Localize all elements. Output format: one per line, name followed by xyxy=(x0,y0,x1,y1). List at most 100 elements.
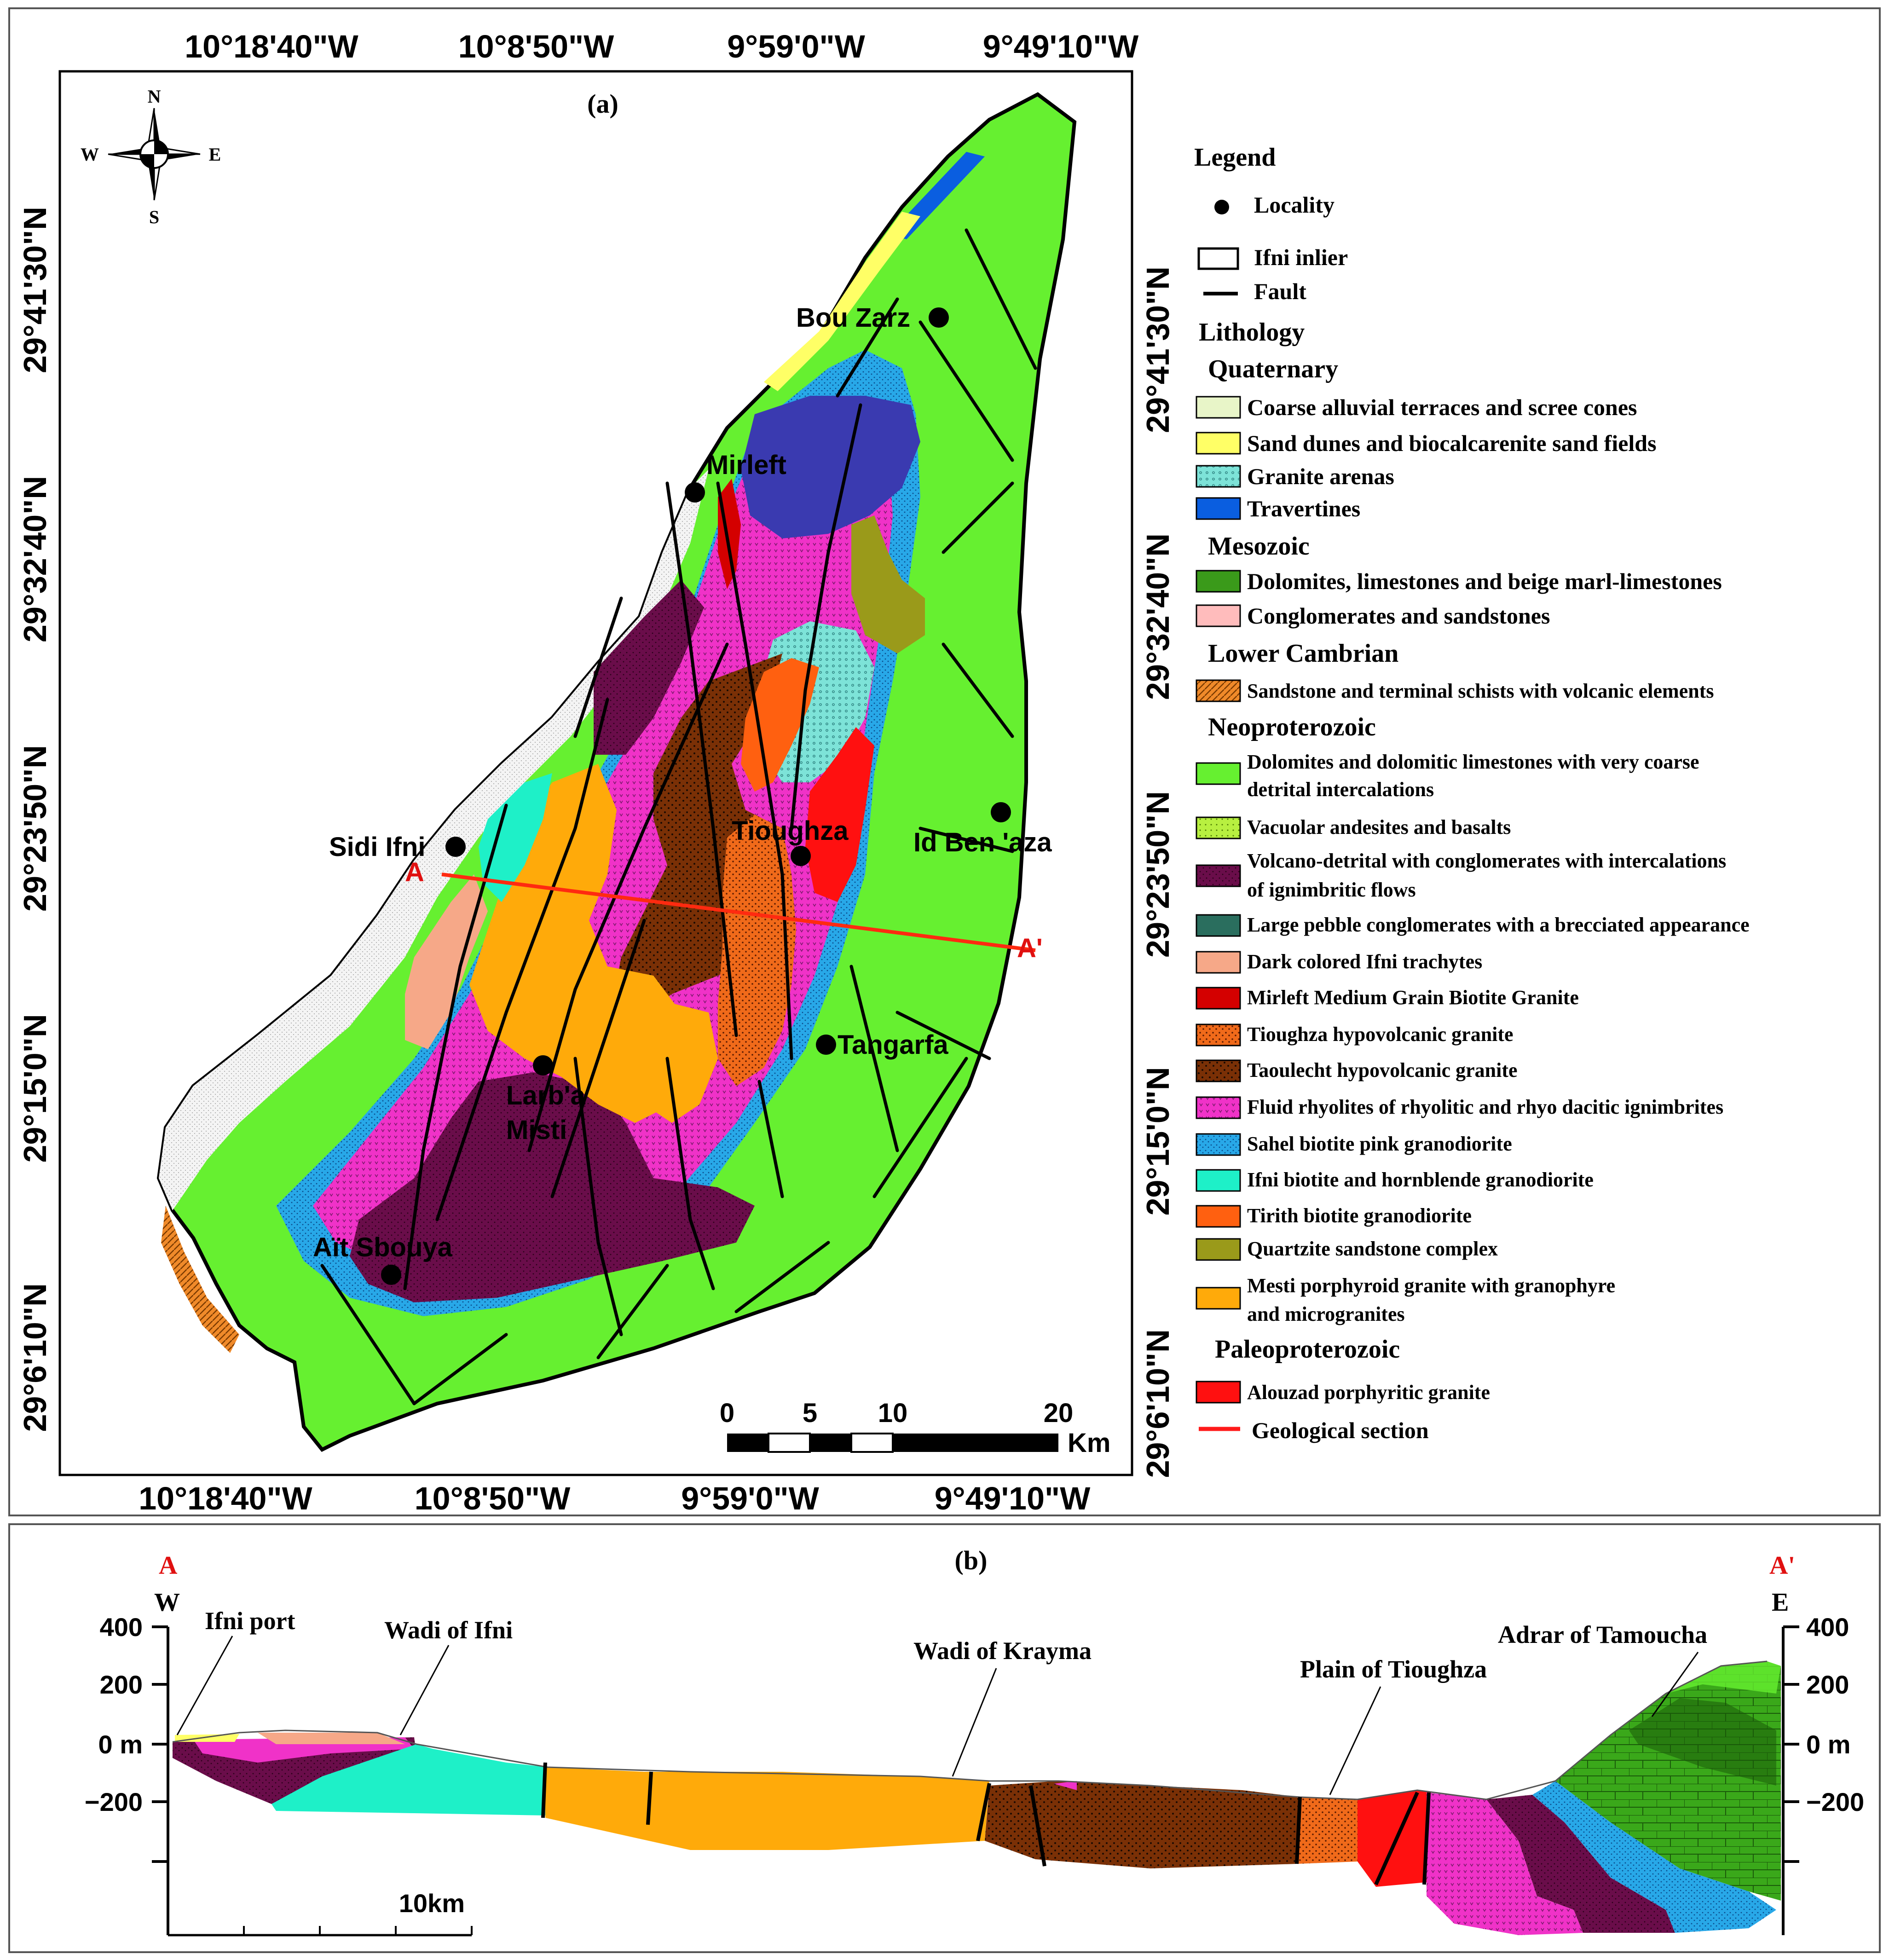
swatch-fluid-rhyolites xyxy=(1196,1096,1241,1119)
unit-tioughza-granite xyxy=(718,815,796,1086)
section-dolomite-dark-band xyxy=(1629,1698,1776,1786)
legend-mirleft-granite: Mirleft Medium Grain Biotite Granite xyxy=(1247,986,1579,1009)
lat-tick-right-1: 29°41'30"N xyxy=(1140,266,1176,433)
lat-labels-right: 29°41'30"N 29°32'40"N 29°23'50"N 29°15'0… xyxy=(1140,266,1176,1478)
map-scale-bar: 0 5 10 20 Km xyxy=(720,1398,1111,1458)
lat-labels-left: 29°41'30"N 29°32'40"N 29°23'50"N 29°15'0… xyxy=(17,207,53,1432)
section-left-axis: 400 200 0 m −200 xyxy=(85,1613,169,1935)
geologic-map xyxy=(156,92,1077,1452)
localities: Bou Zarz Mirleft Sidi Ifni Tioughza Id B… xyxy=(313,303,1052,1285)
unit-ifni-trachytes xyxy=(405,874,488,1049)
unit-quartzite xyxy=(851,515,925,653)
unit-dark-blue-granite xyxy=(741,396,920,538)
locality-bou-zarz: Bou Zarz xyxy=(796,303,910,333)
locality-misti: Misti xyxy=(506,1115,567,1145)
swatch-tioughza-granite xyxy=(1196,1023,1241,1046)
locality-marker-tioughza xyxy=(791,846,811,866)
section-sahel xyxy=(1532,1781,1776,1933)
legend: Legend Locality Ifni inlier Fault Lithol… xyxy=(1194,143,1750,1443)
legend-sahel-granodiorite: Sahel biotite pink granodiorite xyxy=(1247,1133,1512,1155)
locality-id-ben-aza: Id Ben 'aza xyxy=(913,827,1052,857)
y-tick-right-0: 0 m xyxy=(1806,1730,1851,1759)
legend-large-pebble: Large pebble conglomerates with a brecci… xyxy=(1247,914,1750,936)
compass-n: N xyxy=(148,86,161,107)
legend-fluid-rhyolites: Fluid rhyolites of rhyolitic and rhyo da… xyxy=(1247,1096,1723,1118)
place-adrar-of-tamoucha: Adrar of Tamoucha xyxy=(1498,1621,1707,1648)
section-dolomite-top xyxy=(1666,1661,1781,1694)
lat-tick-right-5: 29°6'10"N xyxy=(1140,1329,1176,1478)
panel-a-label: (a) xyxy=(587,89,618,119)
swatch-vacuolar xyxy=(1196,816,1241,839)
locality-marker-larba-misti xyxy=(533,1055,553,1075)
section-taoulecht xyxy=(985,1781,1300,1868)
unit-volcano-detrital-north xyxy=(594,580,704,755)
legend-section-label: Geological section xyxy=(1252,1417,1429,1443)
y-tick-right-200: 200 xyxy=(1806,1670,1849,1699)
section-east-label: E xyxy=(1772,1588,1789,1617)
lat-tick-right-3: 29°23'50"N xyxy=(1140,791,1176,958)
legend-tirith-granodiorite: Tirith biotite granodiorite xyxy=(1247,1204,1472,1227)
lon-labels-bottom: 10°18'40"W 10°8'50"W 9°59'0"W 9°49'10"W xyxy=(139,1480,1090,1516)
legend-sand-dunes: Sand dunes and biocalcarenite sand field… xyxy=(1247,430,1657,456)
legend-conglomerates: Conglomerates and sandstones xyxy=(1247,603,1550,629)
compass-s: S xyxy=(149,207,159,227)
unit-lower-cambrian xyxy=(161,1206,239,1353)
section-west-label: W xyxy=(154,1588,180,1617)
unit-ifni-granodiorite xyxy=(479,773,552,902)
legend-trachytes: Dark colored Ifni trachytes xyxy=(1247,950,1482,973)
section-rhyolites xyxy=(1427,1792,1583,1935)
legend-travertines: Travertines xyxy=(1247,496,1360,521)
lon-labels-top: 10°18'40"W 10°8'50"W 9°59'0"W 9°49'10"W xyxy=(185,29,1138,64)
legend-title: Legend xyxy=(1194,143,1276,172)
swatch-large-pebble xyxy=(1196,914,1241,937)
section-tioughza xyxy=(1298,1797,1358,1864)
scale-unit: Km xyxy=(1068,1428,1110,1458)
scale-label-10: 10 xyxy=(878,1398,908,1428)
legend-alouzad-granite: Alouzad porphyritic granite xyxy=(1247,1381,1490,1404)
y-tick-left-minus200: −200 xyxy=(85,1787,143,1816)
legend-dolomites-mesozoic: Dolomites, limestones and beige marl-lim… xyxy=(1247,568,1722,594)
section-a-label: A xyxy=(159,1551,178,1580)
section-a-prime-label: A' xyxy=(1769,1551,1795,1580)
unit-mirleft-red-granite xyxy=(718,479,741,589)
legend-volcano-detrital-1: Volcano-detrital with conglomerates with… xyxy=(1247,850,1726,872)
unit-coarse-alluvial xyxy=(159,469,709,1210)
locality-marker-tangarfa xyxy=(816,1035,836,1055)
locality-marker-mirleft xyxy=(685,482,705,503)
legend-lower-cambrian: Sandstone and terminal schists with volc… xyxy=(1247,680,1714,702)
lat-tick-left-4: 29°15'0"N xyxy=(17,1014,53,1162)
panel-b-border xyxy=(8,1523,1881,1953)
section-rhyolite-patch xyxy=(1054,1781,1077,1790)
panel-b-label: (b) xyxy=(955,1545,988,1575)
y-tick-left-400: 400 xyxy=(100,1613,143,1642)
lon-tick-bottom-2: 10°8'50"W xyxy=(415,1480,571,1516)
legend-neo-dolomites-1: Dolomites and dolomitic limestones with … xyxy=(1247,751,1699,773)
legend-group-paleoproterozoic: Paleoproterozoic xyxy=(1215,1335,1400,1364)
swatch-mirleft-granite xyxy=(1196,987,1241,1010)
legend-neo-dolomites-2: detrital intercalations xyxy=(1247,778,1434,801)
section-place-labels: Ifni port Wadi of Ifni Wadi of Krayma Pl… xyxy=(176,1607,1707,1795)
section-ifni-granodiorite xyxy=(272,1744,548,1815)
locality-mirleft: Mirleft xyxy=(706,450,786,480)
lon-tick-bottom-1: 10°18'40"W xyxy=(139,1480,312,1516)
lon-tick-top-4: 9°49'10"W xyxy=(983,29,1139,64)
unit-sand-dunes xyxy=(764,212,920,391)
locality-marker-id-ben-aza xyxy=(991,802,1011,822)
legend-locality-label: Locality xyxy=(1254,192,1334,218)
swatch-coarse-alluvial xyxy=(1196,396,1241,419)
lat-tick-left-5: 29°6'10"N xyxy=(17,1283,53,1432)
section-volcano-detrital-east xyxy=(1486,1795,1675,1933)
lon-tick-bottom-3: 9°59'0"W xyxy=(681,1480,819,1516)
legend-group-quaternary: Quaternary xyxy=(1208,355,1338,383)
legend-quartzite: Quartzite sandstone complex xyxy=(1247,1237,1498,1260)
swatch-sahel-granodiorite xyxy=(1196,1133,1241,1156)
legend-inlier-label: Ifni inlier xyxy=(1254,244,1348,270)
legend-locality-symbol xyxy=(1214,200,1229,214)
locality-tangarfa: Tangarfa xyxy=(838,1030,948,1060)
lat-tick-right-4: 29°15'0"N xyxy=(1140,1067,1176,1215)
swatch-tirith-granodiorite xyxy=(1196,1205,1241,1228)
legend-taoulecht-granite: Taoulecht hypovolcanic granite xyxy=(1247,1059,1518,1081)
legend-mesti-granite-2: and microgranites xyxy=(1247,1303,1405,1325)
lat-tick-left-2: 29°32'40"N xyxy=(17,476,53,642)
